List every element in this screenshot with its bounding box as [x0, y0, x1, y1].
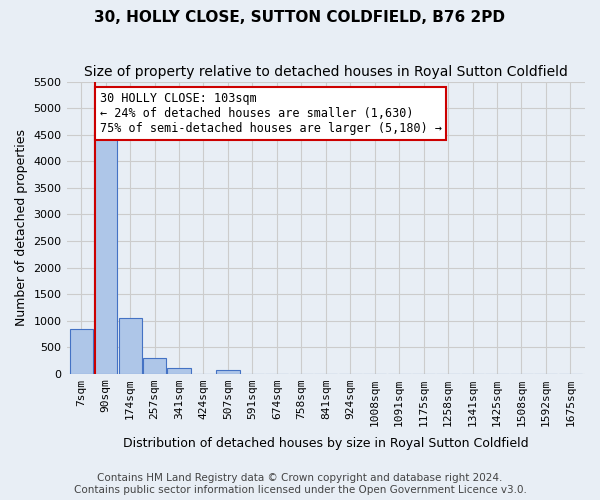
- Y-axis label: Number of detached properties: Number of detached properties: [15, 129, 28, 326]
- Bar: [217, 370, 239, 374]
- Bar: [70, 328, 93, 374]
- Title: Size of property relative to detached houses in Royal Sutton Coldfield: Size of property relative to detached ho…: [84, 65, 568, 79]
- Bar: [167, 368, 191, 374]
- Bar: [94, 132, 117, 374]
- Text: 30 HOLLY CLOSE: 103sqm
← 24% of detached houses are smaller (1,630)
75% of semi-: 30 HOLLY CLOSE: 103sqm ← 24% of detached…: [100, 92, 442, 135]
- Text: 30, HOLLY CLOSE, SUTTON COLDFIELD, B76 2PD: 30, HOLLY CLOSE, SUTTON COLDFIELD, B76 2…: [95, 10, 505, 25]
- X-axis label: Distribution of detached houses by size in Royal Sutton Coldfield: Distribution of detached houses by size …: [123, 437, 529, 450]
- Text: Contains HM Land Registry data © Crown copyright and database right 2024.
Contai: Contains HM Land Registry data © Crown c…: [74, 474, 526, 495]
- Bar: [143, 358, 166, 374]
- Bar: [119, 318, 142, 374]
